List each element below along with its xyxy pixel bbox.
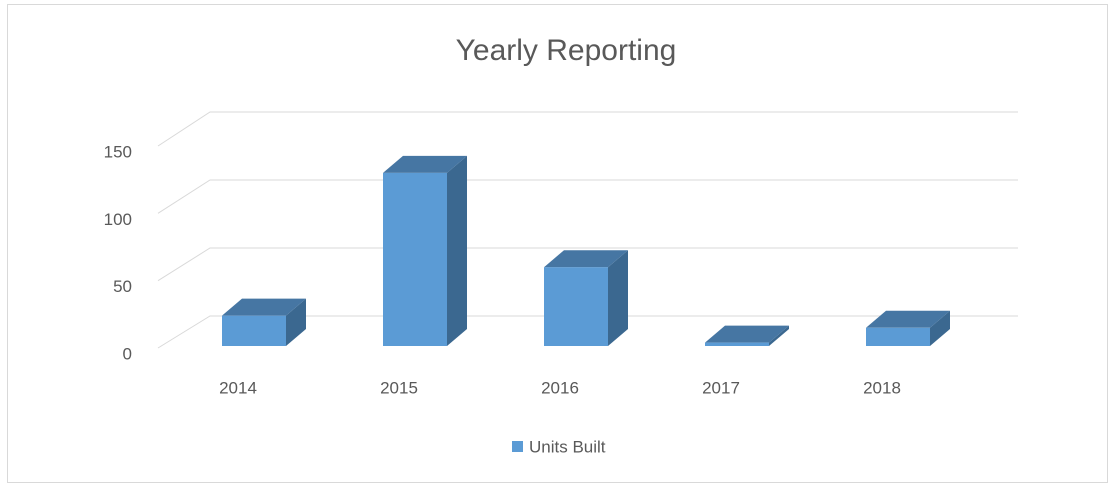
bar-top: [222, 298, 306, 316]
bar-side: [769, 325, 789, 346]
y-tick-label: 0: [123, 344, 132, 363]
bar-top: [866, 310, 950, 328]
grid-line: [157, 247, 1018, 282]
bar-top: [383, 155, 467, 173]
grid-line: [157, 111, 1018, 147]
y-tick-label: 100: [104, 210, 132, 229]
x-tick-label: 2016: [541, 378, 579, 397]
x-tick-label: 2015: [380, 378, 418, 397]
bar-top: [544, 250, 628, 268]
grid-line: [157, 315, 1018, 349]
chart-border: [7, 4, 1108, 483]
bar-side: [608, 250, 628, 346]
bar-top: [705, 325, 789, 343]
bar: [222, 315, 286, 346]
y-tick-label: 50: [113, 277, 132, 296]
x-tick-label: 2014: [219, 378, 257, 397]
bar-side: [286, 298, 306, 346]
chart-title: Yearly Reporting: [456, 34, 677, 67]
bar: [544, 267, 608, 346]
bar: [705, 342, 769, 346]
x-tick-label: 2017: [702, 378, 740, 397]
legend-swatch: [512, 441, 523, 452]
x-tick-label: 2018: [863, 378, 901, 397]
grid-line: [157, 179, 1018, 214]
bar: [383, 172, 447, 346]
bar: [866, 327, 930, 346]
legend-label: Units Built: [529, 437, 606, 456]
bar-side: [930, 310, 950, 346]
bar-side: [447, 155, 467, 346]
y-tick-label: 150: [104, 142, 132, 161]
